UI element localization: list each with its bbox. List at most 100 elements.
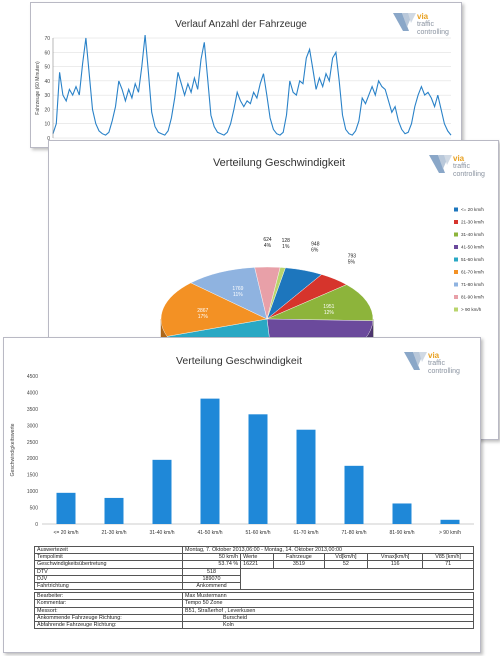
pie-chart-title: Verteilung Geschwindigkeit	[212, 157, 346, 169]
bar	[152, 459, 172, 524]
table-cell: 52	[323, 560, 369, 569]
series-line	[52, 35, 452, 136]
y-tick-label: 1000	[27, 489, 38, 495]
table-cell: Burscheid	[182, 613, 474, 622]
table-cell: 71	[422, 560, 474, 569]
legend-swatch	[454, 257, 458, 262]
legend-label: 31-40 km/h	[461, 232, 484, 237]
pie-percent-label: 17%	[198, 314, 209, 320]
pie-slice	[190, 267, 268, 320]
y-tick-label: 1500	[27, 473, 38, 479]
brand-controlling-2: controlling	[453, 171, 485, 178]
table-cell: Geschwindigkeitsübertretung	[34, 560, 183, 569]
bar	[392, 503, 412, 524]
legend-swatch	[454, 282, 458, 287]
table-row: DTV 518	[34, 567, 474, 576]
pie-value-label: 1769	[232, 286, 243, 292]
legend-label: 71-80 km/h	[461, 282, 484, 287]
pie-legend: <= 20 km/h 21-30 km/h 31-40 km/h 41-50 km/h…	[454, 207, 484, 312]
brand-controlling: controlling	[417, 29, 449, 36]
y-tick-label: 500	[30, 506, 39, 512]
y-tick-label: 0	[47, 136, 50, 142]
pie-slice	[160, 282, 268, 337]
table-cell: Vmax[km/h]	[367, 553, 424, 562]
y-tick-label: 70	[44, 36, 50, 42]
x-tick-label: 41-50 km/h	[197, 530, 222, 536]
table-cell: 16221	[240, 560, 275, 569]
table-cell: Ankommende Fahrzeuge Richtung:	[34, 613, 183, 622]
x-tick-label: 31-40 km/h	[149, 530, 174, 536]
table-cell: Koln	[182, 620, 474, 630]
legend-label: > 90 km/h	[461, 307, 482, 312]
y-tick-label: 3000	[27, 423, 38, 429]
logo-mark-icon-3	[404, 352, 427, 370]
legend-swatch	[454, 232, 458, 237]
bar	[56, 492, 76, 524]
brand-via-2: via	[453, 154, 465, 163]
table-row: Bearbeiter: Max Mustermann	[34, 592, 474, 601]
table-cell: Montag, 7. Oktober 2013,06:00 - Montag, …	[182, 545, 474, 555]
logo-mark-icon-2	[429, 155, 452, 173]
bar	[248, 414, 268, 524]
y-tick-label: 4000	[27, 390, 38, 396]
y-tick-label: 0	[35, 522, 38, 528]
brand-traffic-2: traffic	[453, 163, 470, 170]
table-row: Messort: B51, Straßerhof , Leverkusen	[34, 606, 474, 615]
table-cell: Fahrtrichtung	[34, 581, 183, 591]
pie-value-label: 624	[263, 237, 272, 243]
table-row: Abfahrende Fahrzeuge Richtung: Koln	[34, 620, 474, 630]
legend-label: 81-90 km/h	[461, 295, 484, 300]
x-tick-label: > 90 km/h	[439, 530, 461, 536]
table-cell: Ankommend	[181, 581, 242, 591]
bar-chart-sheet: Verteilung Geschwindigkeit via traffic con…	[3, 337, 481, 653]
table-cell: Werte	[240, 553, 275, 562]
bar	[296, 429, 316, 524]
x-tick-label: 21-30 km/h	[101, 530, 126, 536]
pie-percent-label: 12%	[324, 310, 335, 316]
y-tick-label: 2000	[27, 456, 38, 462]
table-cell: Auswertezeit	[34, 545, 183, 555]
brand-logo: via traffic controlling	[393, 11, 461, 37]
pie-value-label: 948	[311, 242, 320, 248]
legend-swatch	[454, 295, 458, 299]
pie-percent-label: 4%	[264, 243, 272, 249]
table-row: Geschwindigkeitsübertretung 53.74 % 1622…	[34, 560, 474, 569]
y-tick-label: 30	[44, 93, 50, 99]
pie-value-label: 793	[348, 254, 357, 260]
pie-percent-label: 11%	[233, 292, 243, 298]
y-tick-label: 10	[44, 122, 50, 128]
x-tick-label: 81-90 km/h	[389, 530, 414, 536]
y-tick-label: 60	[44, 50, 50, 56]
table-cell: Tempolimit	[34, 553, 183, 562]
pie-percent-label: 5%	[348, 260, 356, 266]
table-cell: Vd[km/h]	[323, 553, 369, 562]
pie-value-label: 2867	[197, 308, 208, 314]
x-tick-label: 61-70 km/h	[293, 530, 318, 536]
table-cell: Bearbeiter:	[34, 592, 183, 601]
legend-swatch	[454, 207, 458, 212]
bar	[344, 465, 364, 524]
info-table: Auswertezeit Montag, 7. Oktober 2013,06:…	[34, 545, 474, 630]
x-tick-label: 71-80 km/h	[341, 530, 366, 536]
legend-label: 61-70 km/h	[461, 270, 484, 275]
table-cell: Max Mustermann	[182, 592, 474, 601]
table-row: Ankommende Fahrzeuge Richtung: Burscheid	[34, 613, 474, 622]
y-axis-label: Geschwindigkeitswerte	[10, 423, 16, 476]
table-row: Tempolimit 50 km/h Werte Fahrzeuge Vd[km…	[34, 553, 474, 562]
brand-logo-3: via traffic controlling	[404, 350, 478, 376]
brand-traffic: traffic	[417, 21, 434, 28]
table-cell: Abfahrende Fahrzeuge Richtung:	[34, 620, 183, 630]
pie-percent-label: 6%	[311, 248, 319, 254]
legend-label: 41-50 km/h	[461, 245, 484, 250]
y-tick-label: 3500	[27, 407, 38, 413]
table-cell: 50 km/h	[181, 553, 242, 562]
table-cell: DJV	[34, 574, 183, 583]
pie-slice	[266, 267, 286, 320]
y-tick-label: 20	[44, 107, 50, 113]
table-row: Fahrtrichtung Ankommend	[34, 581, 474, 591]
table-cell: Fahrzeuge	[273, 553, 325, 562]
table-cell: 518	[181, 567, 242, 576]
table-cell: 53.74 %	[181, 560, 242, 569]
bar	[200, 398, 220, 524]
table-row: Auswertezeit Montag, 7. Oktober 2013,06:…	[34, 545, 474, 555]
